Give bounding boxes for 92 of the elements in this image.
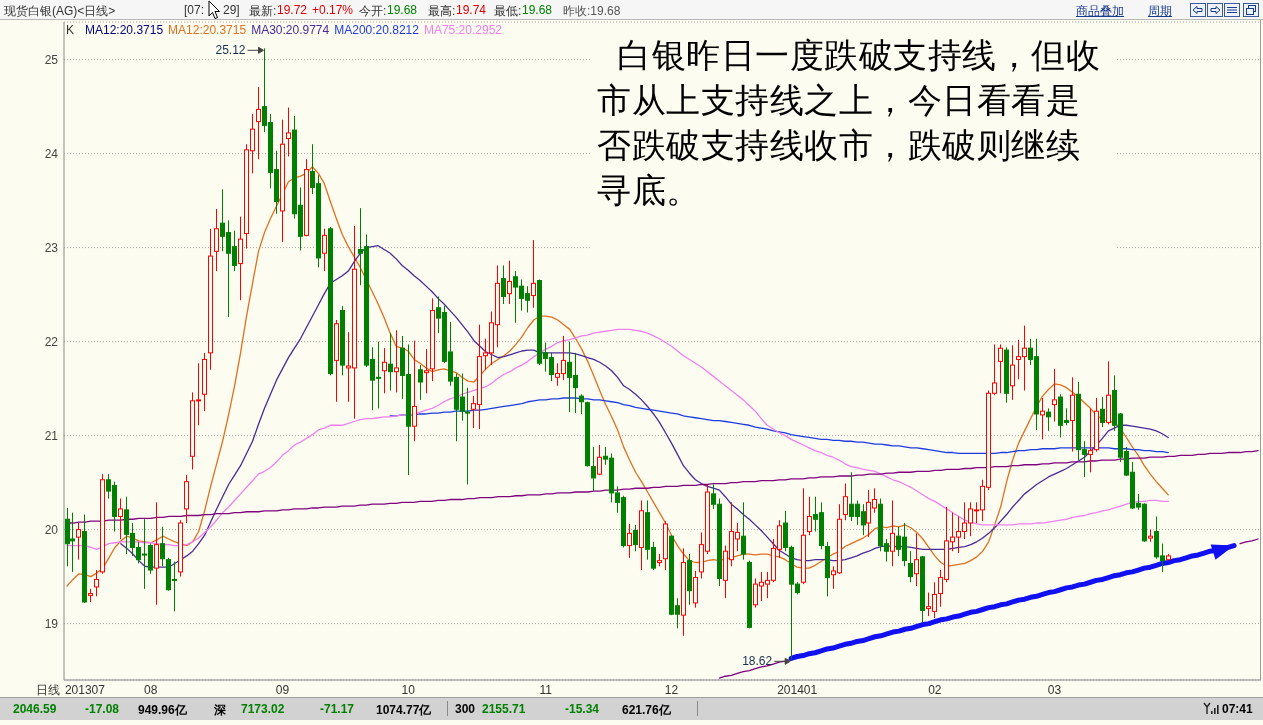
text: 2155.71 <box>482 702 526 716</box>
candlestick <box>501 264 506 305</box>
y-tick-label: 24 <box>44 146 59 161</box>
annotation: MA12:20.3715 <box>85 22 164 38</box>
text: 7173.02 <box>241 702 285 716</box>
y-tick-label: 25 <box>44 52 59 67</box>
x-tick-label: 11 <box>539 682 553 697</box>
text: 今开: <box>359 3 387 20</box>
line-series <box>389 397 1169 455</box>
text: MA75:20.2952 <box>423 22 502 38</box>
text: MA12:20.3715 <box>168 22 247 38</box>
chart-title: 现货白银(AG)<日线> <box>4 3 116 20</box>
text: 19.74 <box>456 3 487 17</box>
candlestick <box>382 347 387 394</box>
text: 621.76亿 <box>622 702 671 719</box>
text: +0.17% <box>312 3 354 17</box>
candlestick <box>914 532 919 587</box>
candlestick <box>843 483 848 521</box>
text: 昨收:19.68 <box>563 3 621 20</box>
x-tick-label: 201307 <box>64 682 106 697</box>
candlestick <box>597 444 602 476</box>
x-tick-label: 12 <box>664 682 679 697</box>
text: 19.68 <box>387 3 418 17</box>
line-series <box>66 166 1169 587</box>
candlestick <box>256 86 261 160</box>
candlestick <box>627 523 632 559</box>
y-tick-label: 21 <box>44 428 59 443</box>
candlestick <box>741 501 746 561</box>
text: 周期 <box>1148 3 1172 20</box>
y-tick-label: 23 <box>44 240 59 255</box>
text: 最高: <box>428 3 456 20</box>
text: 07:41 <box>1222 702 1253 716</box>
text: 商品叠加 <box>1076 3 1124 20</box>
text: -17.08 <box>85 702 120 716</box>
candlestick <box>214 208 219 272</box>
candlestick <box>998 343 1003 394</box>
annotation: K <box>66 22 75 38</box>
text: -15.34 <box>565 702 600 716</box>
x-tick-label: 08 <box>144 682 158 697</box>
text: 1074.77亿 <box>376 702 432 719</box>
text: 19.68 <box>522 3 553 17</box>
x-tick-label: 09 <box>275 682 290 697</box>
annotation: 白银昨日一度跌破支持线，但收市从上支持线之上，今日看看是否跌破支持线收市，跌破则继续寻底。 <box>592 33 1115 255</box>
text: 最新: <box>249 3 277 20</box>
candlestick <box>507 260 512 305</box>
y-tick-label: 20 <box>44 522 59 537</box>
candlestick <box>633 524 638 552</box>
candlestick <box>76 522 81 561</box>
text: 300 <box>455 702 476 716</box>
candlestick <box>1046 407 1051 432</box>
annotation: 18.62 <box>742 654 773 669</box>
annotation: 25.12 <box>215 43 246 58</box>
text: 949.96亿 <box>138 702 187 719</box>
candlestick <box>418 364 423 401</box>
x-tick-label: 201401 <box>777 682 818 697</box>
text: 19.72 <box>277 3 308 17</box>
candlestick <box>424 348 429 394</box>
candlestick <box>1088 407 1093 473</box>
y-tick-label: 19 <box>44 616 59 631</box>
candlestick <box>531 239 536 309</box>
candlestick <box>579 393 584 415</box>
candlestick <box>1100 396 1105 428</box>
line-series <box>120 245 1169 568</box>
candlestick <box>118 498 123 540</box>
text: 2046.59 <box>13 702 57 716</box>
candlestick <box>286 107 291 157</box>
text: 最低: <box>494 3 522 20</box>
x-tick-label: 03 <box>1047 682 1062 697</box>
candlestick <box>94 569 99 597</box>
candlestick <box>412 340 417 442</box>
text: -71.17 <box>320 702 355 716</box>
candlestick <box>322 228 327 272</box>
text: MA200:20.8212 <box>334 22 419 38</box>
candlestick <box>807 496 812 536</box>
candlestick <box>1040 397 1045 440</box>
x-tick-label: 02 <box>928 682 942 697</box>
candlestick <box>160 526 165 567</box>
text: MA30:20.9774 <box>251 22 330 38</box>
candlestick <box>591 446 596 492</box>
candlestick <box>1010 344 1015 401</box>
candlestick <box>388 332 393 391</box>
candlestick <box>1052 368 1057 422</box>
candlestick <box>890 499 895 567</box>
candlestick <box>154 501 159 606</box>
y-tick-label: 22 <box>44 334 59 349</box>
candlestick <box>908 550 913 583</box>
candlestick <box>394 329 399 393</box>
text: 深 <box>214 702 226 719</box>
x-tick-label: 10 <box>401 682 416 697</box>
text: [07: <box>184 3 205 17</box>
text: 日线 <box>36 682 60 699</box>
text: 29] <box>223 3 240 17</box>
